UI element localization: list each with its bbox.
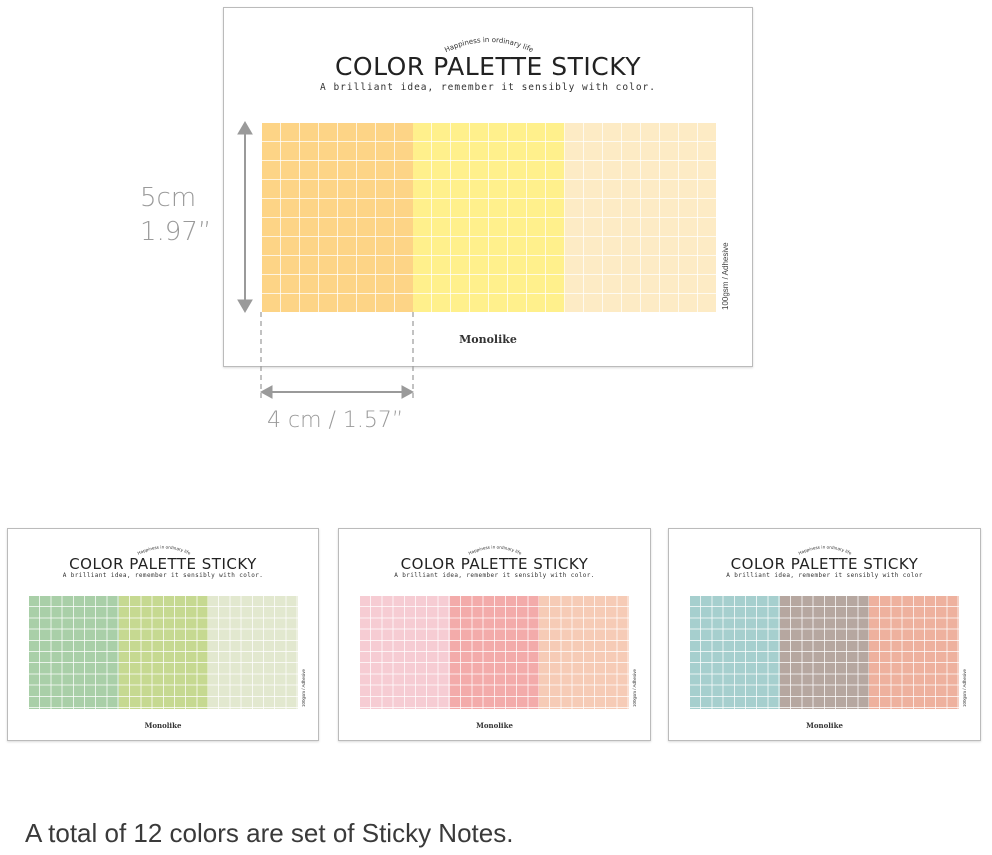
width-label: 4 cm / 1.57”	[267, 408, 404, 433]
brand-logo: Monolike	[144, 721, 182, 730]
color-swatch	[118, 596, 209, 709]
product-subtitle: A brilliant idea, remember it sensibly w…	[62, 572, 264, 579]
product-card-teal: Happiness in ordinary life COLOR PALETTE…	[668, 528, 981, 741]
product-title: COLOR PALETTE STICKY	[334, 52, 642, 81]
color-swatch	[690, 596, 780, 709]
tagline-curved: Happiness in ordinary life	[468, 544, 523, 555]
brand-logo: Monolike	[806, 721, 843, 730]
color-swatch	[262, 123, 414, 312]
tagline-curved: Happiness in ordinary life	[443, 36, 534, 54]
color-strip	[360, 596, 630, 709]
product-title: COLOR PALETTE STICKY	[400, 555, 589, 573]
color-swatch	[539, 596, 630, 709]
main-product-card: Happiness in ordinary life COLOR PALETTE…	[223, 7, 753, 367]
color-swatch	[779, 596, 870, 709]
height-in-label: 1.97”	[140, 217, 212, 247]
arrow-up-icon	[237, 121, 253, 135]
product-subtitle: A brilliant idea, remember it sensibly w…	[320, 82, 656, 93]
product-card-pink: Happiness in ordinary life COLOR PALETTE…	[338, 528, 651, 741]
spec-label: 100gsm / Adhesive	[962, 668, 967, 707]
brand-logo: Monolike	[476, 721, 513, 730]
tagline-curved: Happiness in ordinary life	[137, 544, 192, 555]
height-cm-label: 5cm	[140, 183, 197, 213]
color-swatch	[449, 596, 540, 709]
spec-label: 100gsm / Adhesive	[632, 668, 637, 707]
color-swatch	[360, 596, 450, 709]
product-subtitle: A brilliant idea, remember it sensibly w…	[394, 572, 595, 579]
footer-caption: A total of 12 colors are set of Sticky N…	[25, 818, 514, 848]
spec-label: 100gsm / Adhesive	[301, 668, 306, 707]
color-swatch	[413, 123, 565, 312]
color-swatch	[208, 596, 299, 709]
color-strip	[29, 596, 299, 709]
arrow-right-icon	[401, 385, 415, 399]
arrow-down-icon	[237, 299, 253, 313]
product-title: COLOR PALETTE STICKY	[730, 555, 919, 573]
product-title: COLOR PALETTE STICKY	[69, 555, 257, 573]
color-swatch	[869, 596, 960, 709]
product-subtitle: A brilliant idea, remember it sensibly w…	[726, 572, 923, 579]
color-strip	[262, 123, 717, 312]
color-swatch	[564, 123, 717, 312]
tagline-curved: Happiness in ordinary life	[798, 544, 853, 555]
product-card-green: Happiness in ordinary life COLOR PALETTE…	[7, 528, 319, 741]
dimension-arrows	[237, 121, 415, 400]
color-swatch	[29, 596, 119, 709]
brand-logo: Monolike	[459, 333, 517, 346]
color-strip	[690, 596, 960, 709]
arrow-left-icon	[259, 385, 273, 399]
